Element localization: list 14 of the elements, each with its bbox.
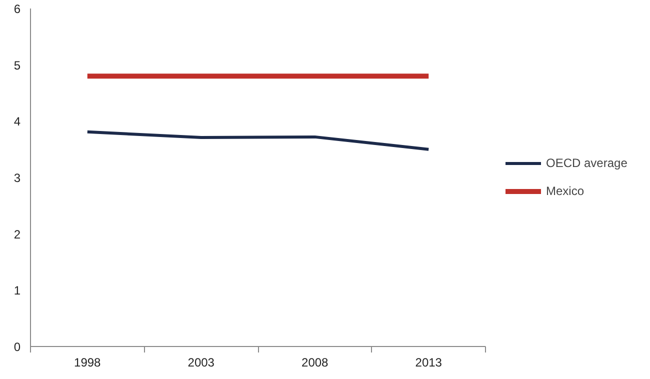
y-tick-label: 4: [14, 114, 21, 129]
y-tick-label: 6: [14, 2, 21, 16]
y-tick-label: 2: [14, 227, 21, 242]
line-series: [86, 130, 430, 151]
y-tick-label: 1: [14, 284, 21, 298]
x-tick-label: 2003: [188, 356, 215, 370]
legend-label: Mexico: [546, 184, 584, 198]
legend-label: OECD average: [546, 156, 628, 170]
x-tick-label: 1998: [74, 356, 102, 370]
y-tick-label: 3: [14, 171, 21, 185]
y-tick-label: 0: [14, 340, 21, 354]
x-tick-label: 2013: [415, 356, 442, 370]
x-tick-label: 2008: [302, 356, 329, 370]
y-tick-label: 5: [14, 58, 21, 72]
